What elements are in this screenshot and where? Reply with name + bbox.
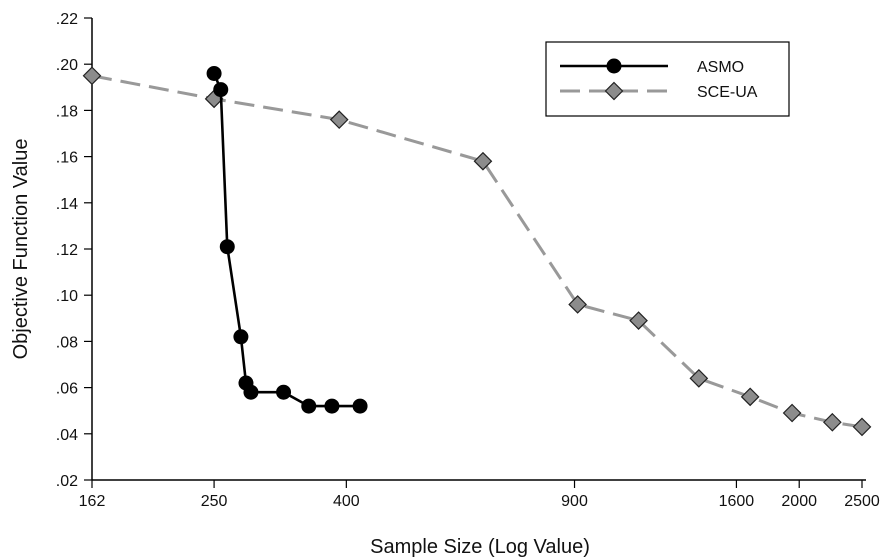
data-point: [740, 387, 760, 407]
y-tick-label: .10: [56, 288, 78, 305]
data-point: [352, 398, 368, 414]
x-axis-label: Sample Size (Log Value): [370, 536, 590, 558]
data-point: [219, 239, 235, 255]
data-point: [823, 412, 842, 432]
y-tick-label: .02: [56, 473, 78, 490]
series-layer: [82, 65, 872, 437]
data-point: [301, 398, 317, 414]
data-point: [689, 369, 709, 388]
legend-label: SCE-UA: [697, 84, 758, 101]
series-line: [91, 74, 863, 429]
y-tick-label: .04: [56, 427, 78, 444]
data-point: [213, 82, 229, 98]
legend-entry: ASMO: [560, 58, 744, 76]
y-tick-label: .16: [56, 150, 78, 167]
legend: ASMO SCE-UA: [545, 41, 790, 117]
data-point: [606, 58, 622, 74]
y-tick-label: .12: [56, 242, 78, 259]
data-point: [243, 384, 259, 400]
x-tick-label: 2500: [844, 493, 880, 510]
y-tick-label: .06: [56, 381, 78, 398]
legend-label: ASMO: [697, 59, 744, 76]
data-point: [324, 398, 340, 414]
y-tick-label: .22: [56, 11, 78, 28]
data-point: [782, 403, 802, 423]
x-axis-ticks: 162 250 400 900 1600 2000 2500: [79, 480, 880, 510]
data-point: [233, 329, 249, 345]
y-tick-label: .08: [56, 334, 78, 351]
y-axis-ticks: .02 .04 .06 .08 .10 .12 .14 .16 .18 .20 .22: [56, 11, 92, 490]
data-point: [604, 81, 624, 101]
series-asmo: [206, 65, 368, 414]
data-point: [276, 384, 292, 400]
data-point: [568, 295, 587, 314]
x-tick-label: 162: [79, 493, 106, 510]
data-point: [82, 66, 102, 86]
data-point: [629, 311, 648, 330]
data-point: [329, 110, 349, 129]
y-tick-label: .18: [56, 103, 78, 120]
x-tick-label: 250: [201, 493, 228, 510]
y-tick-label: .20: [56, 57, 78, 74]
legend-entry: SCE-UA: [560, 81, 758, 101]
x-tick-label: 900: [561, 493, 588, 510]
x-tick-label: 1600: [719, 493, 755, 510]
data-point: [473, 151, 493, 171]
x-tick-label: 2000: [781, 493, 817, 510]
data-point: [852, 417, 872, 437]
legend-box: [545, 41, 790, 117]
y-tick-label: .14: [56, 196, 78, 213]
series-sce-ua: [82, 66, 872, 437]
data-point: [206, 65, 222, 81]
y-axis-label: Objective Function Value: [10, 139, 32, 360]
x-tick-label: 400: [333, 493, 360, 510]
